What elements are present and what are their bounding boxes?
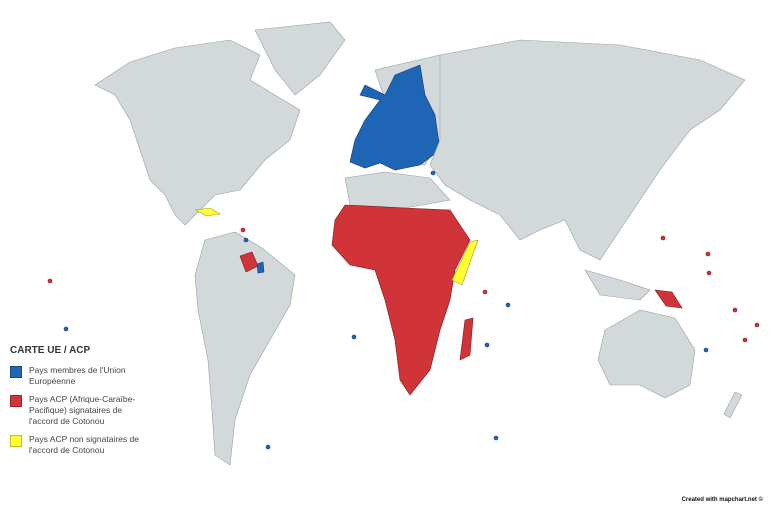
island-marker[interactable] [47, 278, 53, 284]
island-marker[interactable] [732, 307, 738, 313]
island-marker[interactable] [482, 289, 488, 295]
island-marker[interactable] [240, 227, 246, 233]
legend-item-eu: Pays membres de l'Union Européenne [10, 365, 150, 387]
island-marker[interactable] [430, 170, 436, 176]
madagascar[interactable] [459, 317, 474, 361]
greenland[interactable] [254, 21, 346, 96]
island-marker[interactable] [660, 235, 666, 241]
north-america[interactable] [94, 39, 301, 226]
island-marker[interactable] [484, 342, 490, 348]
island-marker[interactable] [63, 326, 69, 332]
africa-acp[interactable] [331, 204, 471, 396]
island-markers [47, 170, 760, 450]
island-marker[interactable] [265, 444, 271, 450]
legend-swatch-yellow [10, 435, 22, 447]
north-africa[interactable] [344, 171, 451, 209]
legend-label: Pays membres de l'Union Européenne [29, 365, 126, 386]
legend-label: Pays ACP (Afrique-Caraïbe-Pacifique) sig… [29, 394, 136, 426]
french-guiana[interactable] [256, 261, 265, 274]
south-america[interactable] [194, 231, 296, 466]
island-marker[interactable] [742, 337, 748, 343]
island-marker[interactable] [243, 237, 249, 243]
european-union[interactable] [349, 64, 441, 171]
legend-label: Pays ACP non signataires de l'accord de … [29, 434, 139, 455]
legend-title: CARTE UE / ACP [10, 345, 91, 356]
island-marker[interactable] [505, 302, 511, 308]
new-zealand[interactable] [723, 391, 743, 419]
island-marker[interactable] [706, 270, 712, 276]
asia[interactable] [429, 39, 746, 261]
island-marker[interactable] [351, 334, 357, 340]
papua-new-guinea[interactable] [654, 289, 683, 309]
island-marker[interactable] [703, 347, 709, 353]
credit-text: Created with mapchart.net © [681, 497, 763, 503]
australia[interactable] [597, 309, 696, 399]
map-legend: CARTE UE / ACP Pays membres de l'Union E… [10, 345, 150, 463]
southeast-asia-islands[interactable] [584, 269, 651, 301]
legend-item-acp: Pays ACP (Afrique-Caraïbe-Pacifique) sig… [10, 394, 150, 427]
island-marker[interactable] [705, 251, 711, 257]
legend-swatch-blue [10, 366, 22, 378]
legend-item-non-signatory: Pays ACP non signataires de l'accord de … [10, 434, 150, 456]
somalia[interactable] [451, 239, 479, 286]
island-marker[interactable] [754, 322, 760, 328]
caribbean-cuba[interactable] [195, 207, 221, 217]
legend-swatch-red [10, 395, 22, 407]
island-marker[interactable] [493, 435, 499, 441]
